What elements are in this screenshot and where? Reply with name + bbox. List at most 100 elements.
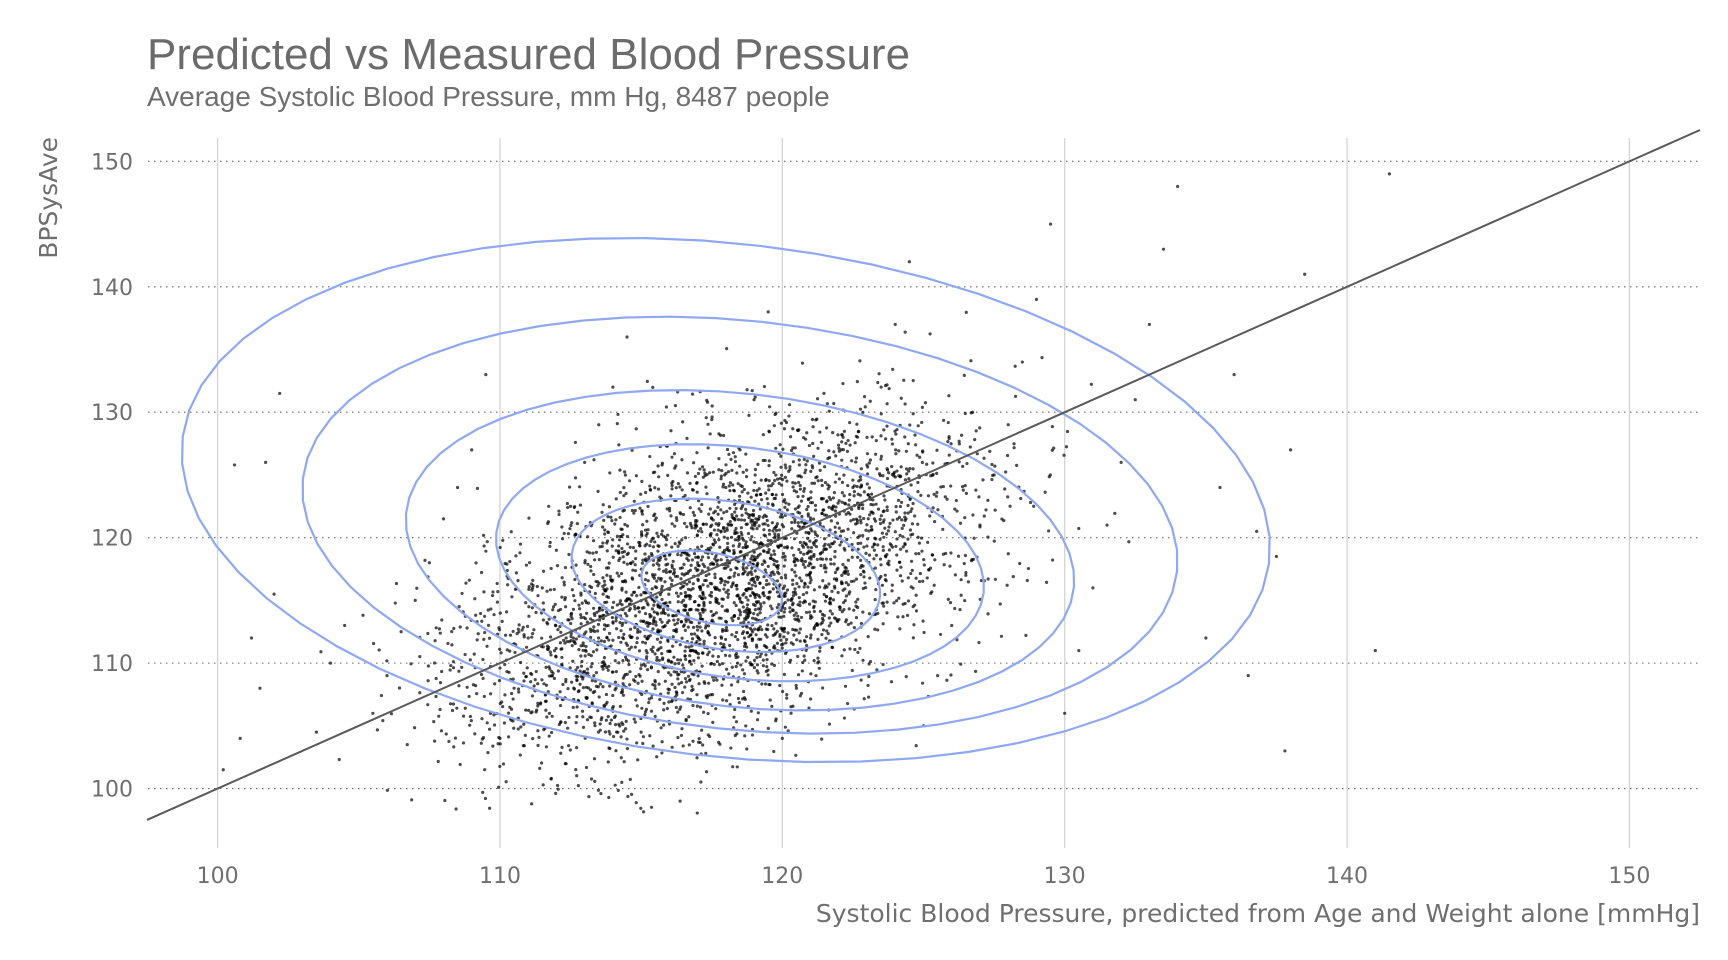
- scatter-point: [483, 768, 487, 772]
- scatter-point: [719, 508, 723, 512]
- scatter-point: [914, 593, 918, 597]
- scatter-point: [733, 502, 737, 507]
- scatter-point: [748, 633, 752, 637]
- scatter-point: [799, 615, 804, 620]
- scatter-point: [394, 581, 399, 586]
- scatter-point: [574, 721, 578, 725]
- scatter-point: [837, 446, 841, 450]
- scatter-point: [829, 519, 833, 523]
- scatter-point: [785, 479, 789, 483]
- scatter-point: [688, 677, 692, 682]
- scatter-point: [798, 576, 802, 580]
- scatter-point: [884, 532, 889, 536]
- scatter-point: [657, 658, 662, 662]
- scatter-point: [772, 496, 776, 501]
- scatter-point: [541, 783, 545, 787]
- scatter-point: [788, 465, 792, 469]
- scatter-point: [796, 474, 800, 478]
- scatter-point: [489, 607, 493, 611]
- scatter-point: [680, 458, 684, 462]
- scatter-point: [862, 697, 866, 701]
- scatter-point: [868, 660, 873, 664]
- scatter-point: [901, 535, 905, 539]
- scatter-point: [608, 732, 612, 736]
- scatter-point: [722, 510, 726, 515]
- scatter-point: [774, 411, 778, 415]
- scatter-point: [858, 534, 862, 538]
- scatter-point: [485, 721, 489, 725]
- scatter-point: [546, 521, 550, 526]
- scatter-point: [598, 606, 602, 610]
- scatter-point: [455, 706, 459, 710]
- scatter-point: [594, 684, 599, 688]
- scatter-point: [722, 433, 726, 438]
- scatter-point: [598, 614, 602, 619]
- scatter-point: [843, 570, 847, 574]
- scatter-point: [874, 588, 878, 592]
- scatter-point: [852, 484, 856, 488]
- scatter-point: [837, 449, 842, 453]
- scatter-point: [772, 572, 776, 576]
- scatter-point: [630, 508, 634, 513]
- scatter-point: [742, 518, 747, 522]
- scatter-point: [962, 373, 966, 377]
- scatter-point: [409, 662, 413, 666]
- scatter-point: [688, 506, 692, 510]
- scatter-point: [911, 379, 915, 383]
- scatter-point: [728, 489, 732, 493]
- scatter-point: [632, 499, 636, 503]
- scatter-point: [867, 612, 872, 616]
- scatter-point: [732, 715, 736, 719]
- scatter-point: [633, 569, 638, 573]
- scatter-point: [853, 441, 857, 445]
- scatter-point: [895, 427, 899, 432]
- scatter-point: [714, 587, 718, 591]
- scatter-point: [554, 646, 558, 651]
- scatter-point: [557, 512, 561, 517]
- scatter-point: [639, 667, 643, 671]
- scatter-point: [692, 632, 697, 636]
- scatter-point: [675, 574, 680, 579]
- scatter-point: [720, 604, 724, 608]
- scatter-point: [767, 459, 771, 463]
- scatter-point: [710, 618, 714, 622]
- scatter-point: [456, 485, 460, 490]
- scatter-point: [651, 622, 655, 626]
- scatter-point: [657, 567, 661, 571]
- scatter-point: [639, 492, 643, 496]
- scatter-point: [706, 546, 710, 551]
- scatter-point: [797, 504, 801, 508]
- scatter-point: [1113, 511, 1117, 515]
- scatter-point: [821, 628, 826, 632]
- scatter-point: [658, 697, 662, 702]
- scatter-point: [643, 664, 647, 668]
- scatter-point: [758, 552, 762, 556]
- scatter-point: [728, 506, 732, 510]
- scatter-point: [564, 636, 568, 640]
- scatter-point: [981, 478, 985, 482]
- scatter-point: [873, 627, 877, 631]
- scatter-point: [708, 600, 712, 605]
- scatter-point: [898, 504, 903, 509]
- scatter-point: [639, 593, 643, 597]
- scatter-point: [730, 665, 734, 669]
- scatter-point: [935, 471, 939, 475]
- scatter-point: [851, 517, 856, 522]
- scatter-point: [608, 471, 612, 475]
- scatter-point: [579, 615, 583, 620]
- scatter-point: [634, 674, 638, 679]
- scatter-point: [646, 624, 650, 628]
- scatter-point: [843, 587, 847, 591]
- scatter-point: [750, 616, 755, 620]
- scatter-point: [760, 627, 764, 632]
- scatter-point: [800, 669, 804, 673]
- scatter-point: [740, 513, 744, 517]
- y-tick-label: 140: [91, 276, 133, 301]
- scatter-point: [832, 491, 837, 495]
- scatter-point: [550, 674, 555, 678]
- scatter-point: [800, 361, 805, 365]
- scatter-point: [714, 554, 718, 559]
- scatter-point: [767, 595, 771, 599]
- scatter-point: [663, 611, 667, 616]
- scatter-point: [779, 543, 783, 547]
